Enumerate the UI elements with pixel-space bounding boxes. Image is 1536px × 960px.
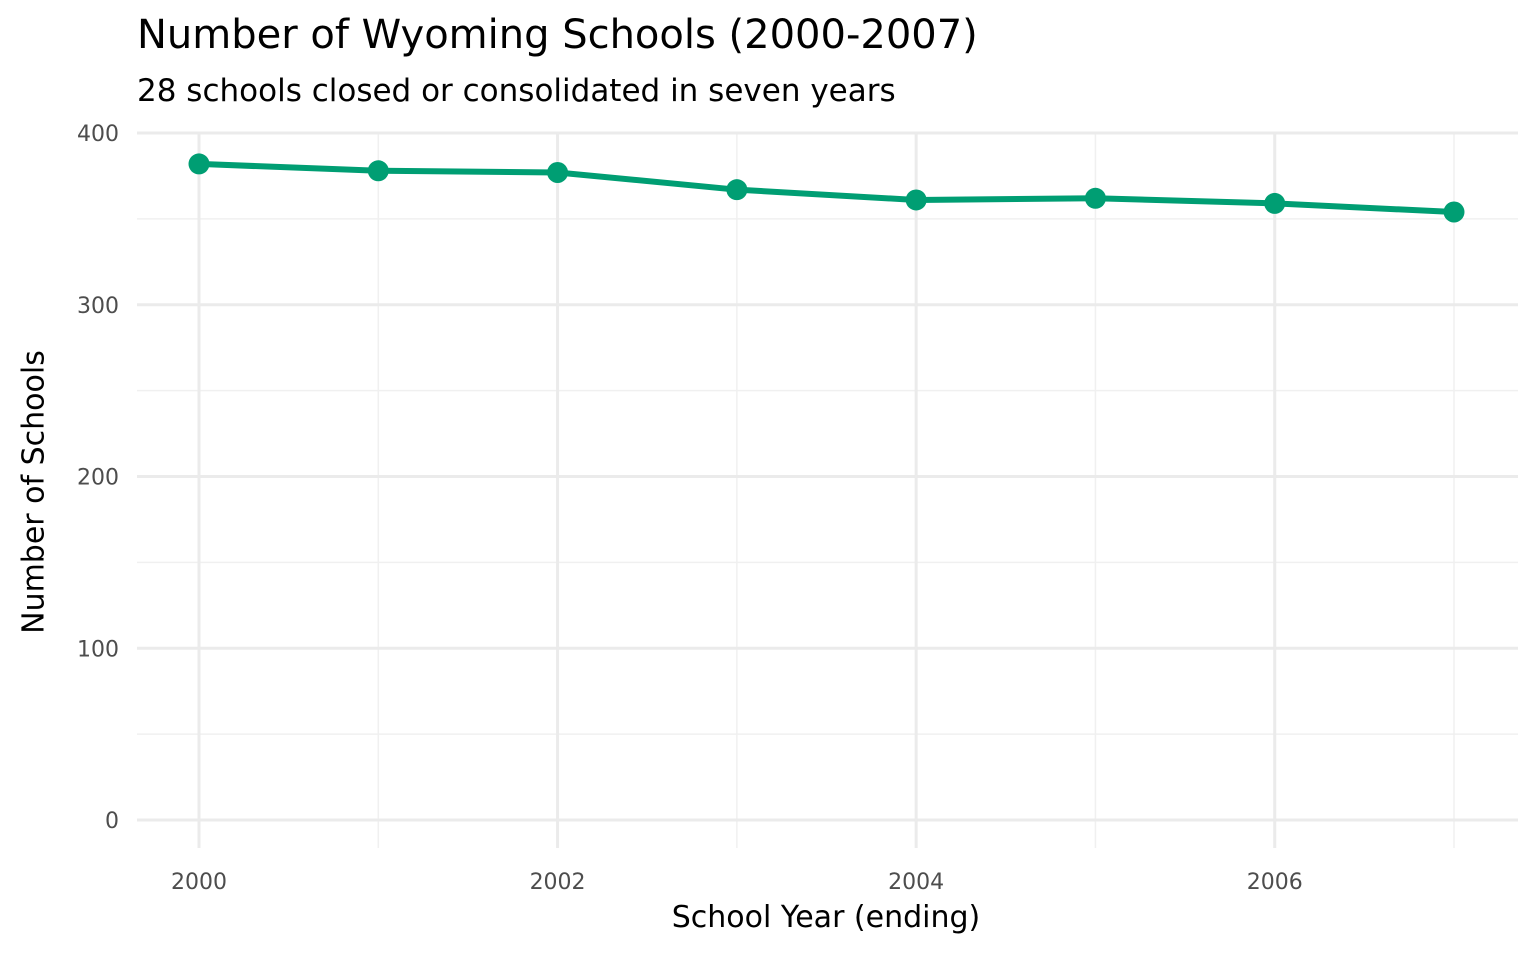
data-point: [188, 153, 210, 175]
data-point: [1443, 201, 1465, 223]
x-axis-label: School Year (ending): [671, 900, 981, 935]
x-tick-label: 2004: [888, 870, 944, 895]
data-point: [726, 179, 748, 201]
data-point: [1264, 192, 1286, 214]
x-tick-label: 2002: [530, 870, 586, 895]
y-tick-label: 300: [77, 294, 119, 319]
chart-subtitle: 28 schools closed or consolidated in sev…: [137, 73, 896, 109]
y-tick-label: 400: [77, 122, 119, 147]
chart-title: Number of Wyoming Schools (2000-2007): [137, 12, 978, 58]
x-tick-label: 2006: [1247, 870, 1303, 895]
data-point: [547, 162, 569, 184]
y-tick-label: 200: [77, 466, 119, 491]
y-tick-label: 100: [77, 637, 119, 662]
series-line: [198, 160, 1455, 216]
data-point: [367, 160, 389, 182]
y-tick-label: 0: [105, 809, 119, 834]
data-point: [1084, 187, 1106, 209]
x-tick-label: 2000: [171, 870, 227, 895]
data-point: [905, 189, 927, 211]
